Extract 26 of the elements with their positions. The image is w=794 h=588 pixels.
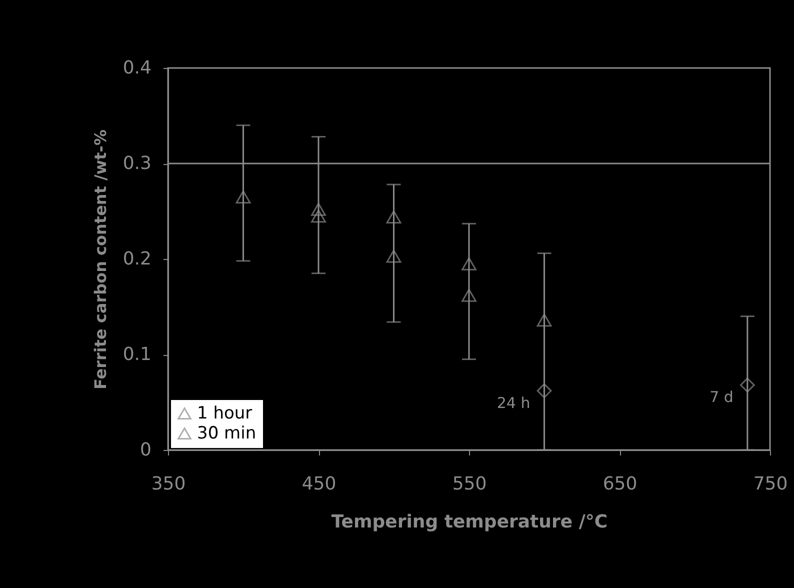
point [311, 202, 326, 216]
point [536, 314, 552, 327]
point [462, 257, 476, 270]
point [386, 210, 402, 224]
y-tick-label: 0.3 [122, 153, 152, 174]
x-tick-label: 550 [452, 474, 487, 494]
x-axis-title: Tempering temperature /°C [331, 512, 608, 532]
point [740, 378, 755, 393]
y-tick-label: 0.1 [122, 344, 152, 365]
annotation: 24 h [496, 394, 530, 412]
y-tick-label: 0.4 [122, 58, 152, 78]
x-tick-label: 650 [602, 474, 638, 494]
x-tick-label: 350 [151, 474, 186, 494]
x-tick-label: 750 [753, 474, 788, 494]
point [386, 250, 402, 263]
legend-label: 30 min [197, 424, 256, 444]
y-axis-title: Ferrite carbon content /wt-% [90, 130, 110, 390]
point [462, 288, 476, 302]
point [236, 190, 251, 204]
point [311, 209, 326, 223]
y-tick-label: 0.2 [122, 248, 152, 270]
x-tick-label: 450 [302, 474, 336, 494]
legend-label: 1 hour [197, 404, 252, 424]
annotation: 7 d [710, 388, 734, 406]
point [536, 383, 552, 398]
y-tick-label: 0 [140, 440, 152, 460]
